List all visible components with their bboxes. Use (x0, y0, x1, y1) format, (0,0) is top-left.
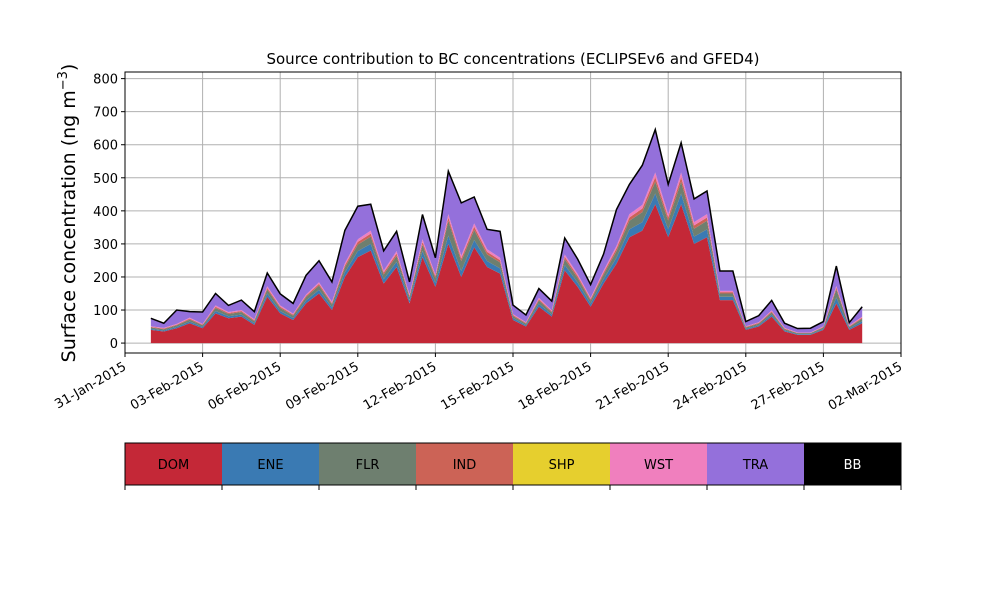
y-axis-label: Surface concentration (ng m−3) (56, 64, 80, 363)
y-tick-label: 400 (93, 205, 118, 220)
x-tick-label: 21-Feb-2015 (594, 359, 673, 413)
x-tick-label: 18-Feb-2015 (516, 359, 595, 413)
chart-title: Source contribution to BC concentrations… (266, 50, 759, 68)
y-axis-label-exponent: −3 (56, 71, 71, 90)
x-tick-label: 02-Mar-2015 (826, 359, 905, 413)
y-axis-label-close: ) (58, 64, 80, 71)
legend-swatch-shp (513, 443, 610, 485)
x-tick-label: 15-Feb-2015 (438, 359, 517, 413)
legend-swatch-ene (222, 443, 319, 485)
x-tick-label: 09-Feb-2015 (283, 359, 362, 413)
y-tick-label: 700 (93, 106, 118, 121)
legend-swatch-wst (610, 443, 707, 485)
area-tra (150, 129, 863, 333)
y-tick-label: 200 (93, 271, 118, 286)
x-tick-label: 12-Feb-2015 (361, 359, 440, 413)
y-axis-label-main: Surface concentration (ng m (58, 90, 80, 362)
total-line (150, 126, 863, 330)
legend-label-flr: FLR (356, 458, 380, 473)
x-axis: 31-Jan-2015 03-Feb-2015 06-Feb-2015 09-Feb-… (52, 353, 905, 414)
legend-label-shp: SHP (549, 458, 575, 473)
y-axis: 0 100 200 300 400 500 600 700 800 (93, 73, 125, 352)
legend-label-dom: DOM (158, 458, 189, 473)
legend-label-tra: TRA (742, 458, 768, 473)
x-tick-label: 03-Feb-2015 (128, 359, 207, 413)
y-tick-label: 0 (110, 337, 118, 352)
legend-label-ene: ENE (257, 458, 283, 473)
legend-swatch-dom (125, 443, 222, 485)
legend-label-bb: BB (844, 458, 862, 473)
legend-swatch-ind (416, 443, 513, 485)
y-tick-label: 500 (93, 172, 118, 187)
legend-label-ind: IND (453, 458, 477, 473)
stacked-areas (150, 129, 863, 344)
legend-label-wst: WST (644, 458, 673, 473)
legend-swatch-flr (319, 443, 416, 485)
y-tick-label: 300 (93, 238, 118, 253)
x-tick-label: 27-Feb-2015 (749, 359, 828, 413)
legend-swatch-bb (804, 443, 901, 485)
area-dom (150, 204, 863, 344)
y-tick-label: 600 (93, 139, 118, 154)
x-tick-label: 06-Feb-2015 (206, 359, 285, 413)
y-tick-label: 800 (93, 73, 118, 88)
legend-swatch-tra (707, 443, 804, 485)
y-tick-label: 100 (93, 304, 118, 319)
x-tick-label: 24-Feb-2015 (671, 359, 750, 413)
total-outline (150, 126, 863, 330)
x-tick-label: 31-Jan-2015 (52, 359, 129, 412)
legend: DOM ENE FLR IND SHP WST TRA BB (124, 442, 902, 490)
